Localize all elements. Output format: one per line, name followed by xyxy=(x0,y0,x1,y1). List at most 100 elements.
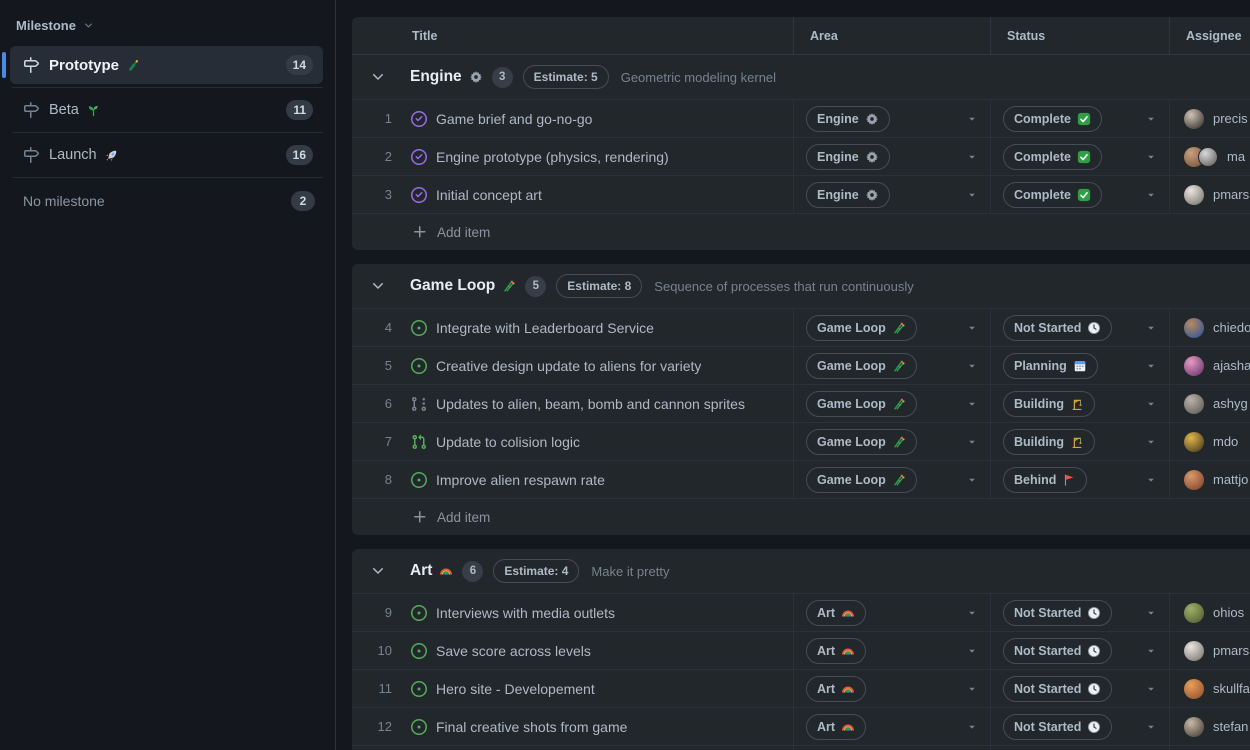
status-pill: Complete xyxy=(1003,181,1102,208)
title-cell[interactable]: 12 Final creative shots from game xyxy=(352,708,794,745)
item-title[interactable]: Improve alien respawn rate xyxy=(436,471,605,488)
item-title[interactable]: Save score across levels xyxy=(436,642,591,659)
caret-down-icon xyxy=(1146,437,1156,447)
assignee-cell[interactable]: chiedo xyxy=(1170,309,1250,346)
milestone-label: Launch xyxy=(49,147,97,163)
collapse-chevron-icon[interactable] xyxy=(370,69,386,85)
sidebar-item-button[interactable]: Prototype 14 xyxy=(10,46,323,84)
title-cell[interactable]: 9 Interviews with media outlets xyxy=(352,594,794,631)
avatar xyxy=(1184,184,1204,205)
caret-down-icon xyxy=(967,399,977,409)
item-title[interactable]: Update to colision logic xyxy=(436,433,580,450)
title-cell[interactable]: 2 Engine prototype (physics, rendering) xyxy=(352,138,794,175)
assignee-cell[interactable]: precis xyxy=(1170,100,1250,137)
title-cell[interactable]: 11 Hero site - Developement xyxy=(352,670,794,707)
rainbow-emoji xyxy=(841,644,855,658)
area-cell[interactable]: Engine xyxy=(794,138,991,175)
assignee-cell[interactable]: pmars xyxy=(1170,176,1250,213)
assignee-cell[interactable]: ajasha xyxy=(1170,347,1250,384)
status-cell[interactable]: Not Started xyxy=(991,746,1170,750)
area-cell[interactable]: Art xyxy=(794,670,991,707)
item-title[interactable]: Final creative shots from game xyxy=(436,718,628,735)
tanabata-emoji xyxy=(502,279,516,293)
area-cell[interactable]: Art xyxy=(794,746,991,750)
gear-emoji xyxy=(865,112,879,126)
status-pill: Not Started xyxy=(1003,314,1113,341)
add-item-button[interactable]: Add item xyxy=(352,213,1250,250)
title-cell[interactable]: 8 Improve alien respawn rate xyxy=(352,461,794,498)
assignee-cell[interactable]: ohios xyxy=(1170,594,1250,631)
assignee-login: chiedo xyxy=(1213,320,1250,335)
status-cell[interactable]: Planning xyxy=(991,347,1170,384)
group-description: Make it pretty xyxy=(591,563,670,579)
item-title[interactable]: Updates to alien, beam, bomb and cannon … xyxy=(436,395,745,412)
group-header-game-loop[interactable]: Game Loop 5 Estimate: 8 Sequence of proc… xyxy=(352,264,1250,308)
status-cell[interactable]: Not Started xyxy=(991,632,1170,669)
assignee-cell[interactable]: mdo xyxy=(1170,423,1250,460)
area-cell[interactable]: Art xyxy=(794,594,991,631)
title-cell[interactable]: 4 Integrate with Leaderboard Service xyxy=(352,309,794,346)
item-title[interactable]: Engine prototype (physics, rendering) xyxy=(436,148,669,165)
item-title[interactable]: Game brief and go-no-go xyxy=(436,110,593,127)
title-cell[interactable] xyxy=(352,746,794,750)
sidebar-item-button[interactable]: Launch 16 xyxy=(10,136,323,174)
status-cell[interactable]: Building xyxy=(991,385,1170,422)
title-cell[interactable]: 3 Initial concept art xyxy=(352,176,794,213)
area-cell[interactable]: Game Loop xyxy=(794,347,991,384)
collapse-chevron-icon[interactable] xyxy=(370,563,386,579)
group-count-badge: 6 xyxy=(462,560,484,582)
collapse-chevron-icon[interactable] xyxy=(370,278,386,294)
area-cell[interactable]: Art xyxy=(794,708,991,745)
status-cell[interactable]: Not Started xyxy=(991,708,1170,745)
title-cell[interactable]: 7 Update to colision logic xyxy=(352,423,794,460)
status-cell[interactable]: Complete xyxy=(991,100,1170,137)
assignee-cell[interactable]: ma xyxy=(1170,138,1250,175)
area-cell[interactable]: Art xyxy=(794,632,991,669)
assignee-cell[interactable]: mattjo xyxy=(1170,461,1250,498)
column-header-title[interactable]: Title xyxy=(352,17,794,54)
item-title[interactable]: Integrate with Leaderboard Service xyxy=(436,319,654,336)
area-cell[interactable]: Game Loop xyxy=(794,423,991,460)
assignee-cell[interactable] xyxy=(1170,746,1250,750)
item-title[interactable]: Creative design update to aliens for var… xyxy=(436,357,702,374)
title-cell[interactable]: 5 Creative design update to aliens for v… xyxy=(352,347,794,384)
add-item-button[interactable]: Add item xyxy=(352,498,1250,535)
status-cell[interactable]: Not Started xyxy=(991,670,1170,707)
area-cell[interactable]: Game Loop xyxy=(794,385,991,422)
assignee-cell[interactable]: stefan xyxy=(1170,708,1250,745)
status-cell[interactable]: Behind xyxy=(991,461,1170,498)
area-cell[interactable]: Engine xyxy=(794,176,991,213)
sidebar-item-button[interactable]: No milestone 2 xyxy=(12,178,323,224)
sidebar-divider xyxy=(12,177,323,178)
area-cell[interactable]: Engine xyxy=(794,100,991,137)
status-cell[interactable]: Building xyxy=(991,423,1170,460)
tanabata-emoji xyxy=(892,359,906,373)
area-cell[interactable]: Game Loop xyxy=(794,461,991,498)
title-cell[interactable]: 10 Save score across levels xyxy=(352,632,794,669)
title-cell[interactable]: 1 Game brief and go-no-go xyxy=(352,100,794,137)
status-cell[interactable]: Complete xyxy=(991,176,1170,213)
item-title[interactable]: Initial concept art xyxy=(436,186,542,203)
title-cell[interactable]: 6 Updates to alien, beam, bomb and canno… xyxy=(352,385,794,422)
item-title[interactable]: Hero site - Developement xyxy=(436,680,595,697)
group-game-loop: Game Loop 5 Estimate: 8 Sequence of proc… xyxy=(352,264,1250,535)
sidebar-item-button[interactable]: Beta 11 xyxy=(10,91,323,129)
status-cell[interactable]: Complete xyxy=(991,138,1170,175)
assignee-cell[interactable]: pmars xyxy=(1170,632,1250,669)
item-title[interactable]: Interviews with media outlets xyxy=(436,604,615,621)
milestone-filter-dropdown[interactable]: Milestone xyxy=(0,0,335,43)
area-cell[interactable]: Game Loop xyxy=(794,309,991,346)
group-header-art[interactable]: Art 6 Estimate: 4 Make it pretty xyxy=(352,549,1250,593)
assignee-cell[interactable]: ashyg xyxy=(1170,385,1250,422)
column-header-assignee[interactable]: Assignee xyxy=(1186,28,1242,43)
assignee-login: ashyg xyxy=(1213,396,1248,411)
column-header-status[interactable]: Status xyxy=(991,17,1170,54)
group-header-engine[interactable]: Engine 3 Estimate: 5 Geometric modeling … xyxy=(352,55,1250,99)
tanabata-emoji xyxy=(892,435,906,449)
issue-open-icon xyxy=(411,718,427,735)
assignee-cell[interactable]: skullfa xyxy=(1170,670,1250,707)
status-cell[interactable]: Not Started xyxy=(991,309,1170,346)
column-header-area[interactable]: Area xyxy=(794,17,991,54)
status-cell[interactable]: Not Started xyxy=(991,594,1170,631)
